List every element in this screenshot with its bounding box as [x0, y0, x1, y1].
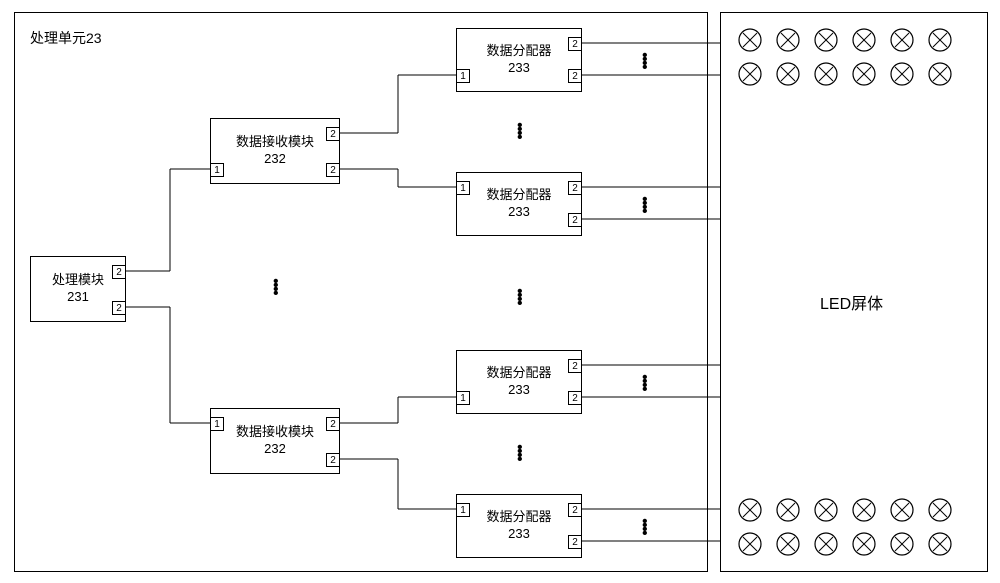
node-rx1: 数据接收模块232 1 2 2 — [210, 118, 340, 184]
port-proc-p2a: 2 — [112, 265, 126, 279]
ellipsis-vertical-icon: •••• — [642, 376, 648, 392]
led-icon — [776, 62, 800, 86]
port-d4-o2: 2 — [568, 535, 582, 549]
led-icon — [738, 28, 762, 52]
port-d2-in: 1 — [456, 181, 470, 195]
ellipsis-vertical-icon: •••• — [642, 198, 648, 214]
port-rx2-o1: 2 — [326, 417, 340, 431]
port-d3-o1: 2 — [568, 359, 582, 373]
led-icon — [890, 532, 914, 556]
led-icon — [928, 498, 952, 522]
node-label: 数据分配器 — [486, 43, 551, 60]
led-icon — [890, 62, 914, 86]
led-icon — [776, 28, 800, 52]
port-d2-o2: 2 — [568, 213, 582, 227]
processing-unit-label: 处理单元23 — [30, 28, 102, 48]
port-d4-o1: 2 — [568, 503, 582, 517]
led-icon — [814, 62, 838, 86]
led-icon — [814, 28, 838, 52]
node-label: 数据分配器 — [486, 365, 551, 382]
ellipsis-vertical-icon: •••• — [517, 124, 523, 140]
node-sublabel: 233 — [508, 526, 530, 543]
led-icon — [776, 498, 800, 522]
port-d3-in: 1 — [456, 391, 470, 405]
ellipsis-vertical-icon: •••• — [642, 520, 648, 536]
led-icon — [738, 498, 762, 522]
led-icon — [852, 28, 876, 52]
port-proc-p2b: 2 — [112, 301, 126, 315]
led-icon — [890, 28, 914, 52]
node-d3: 数据分配器233 1 2 2 — [456, 350, 582, 414]
node-sublabel: 233 — [508, 382, 530, 399]
ellipsis-vertical-icon: •••• — [517, 290, 523, 306]
node-label: 处理模块 — [52, 272, 104, 289]
led-icon — [814, 532, 838, 556]
port-rx2-in: 1 — [210, 417, 224, 431]
ellipsis-vertical-icon: •••• — [517, 446, 523, 462]
led-icon — [738, 62, 762, 86]
node-d2: 数据分配器233 1 2 2 — [456, 172, 582, 236]
led-icon — [852, 498, 876, 522]
node-proc: 处理模块231 2 2 — [30, 256, 126, 322]
led-grid-top — [738, 28, 952, 86]
ellipsis-vertical-icon: •••• — [273, 280, 279, 296]
port-d1-in: 1 — [456, 69, 470, 83]
led-icon — [776, 532, 800, 556]
node-rx2: 数据接收模块232 1 2 2 — [210, 408, 340, 474]
led-icon — [928, 28, 952, 52]
node-sublabel: 233 — [508, 60, 530, 77]
led-icon — [852, 62, 876, 86]
node-label: 数据接收模块 — [236, 424, 314, 441]
led-icon — [928, 62, 952, 86]
port-d1-o1: 2 — [568, 37, 582, 51]
node-sublabel: 232 — [264, 441, 286, 458]
node-d4: 数据分配器233 1 2 2 — [456, 494, 582, 558]
port-rx1-o1: 2 — [326, 127, 340, 141]
node-d1: 数据分配器233 1 2 2 — [456, 28, 582, 92]
port-rx1-in: 1 — [210, 163, 224, 177]
led-icon — [890, 498, 914, 522]
led-grid-bottom — [738, 498, 952, 556]
node-label: 数据接收模块 — [236, 134, 314, 151]
node-label: 数据分配器 — [486, 187, 551, 204]
port-d2-o1: 2 — [568, 181, 582, 195]
led-icon — [738, 532, 762, 556]
node-sublabel: 232 — [264, 151, 286, 168]
led-icon — [852, 532, 876, 556]
port-rx1-o2: 2 — [326, 163, 340, 177]
led-icon — [814, 498, 838, 522]
port-d4-in: 1 — [456, 503, 470, 517]
port-rx2-o2: 2 — [326, 453, 340, 467]
port-d3-o2: 2 — [568, 391, 582, 405]
node-sublabel: 231 — [67, 289, 89, 306]
led-icon — [928, 532, 952, 556]
port-d1-o2: 2 — [568, 69, 582, 83]
led-panel-label: LED屏体 — [820, 290, 883, 314]
ellipsis-vertical-icon: •••• — [642, 54, 648, 70]
node-sublabel: 233 — [508, 204, 530, 221]
node-label: 数据分配器 — [486, 509, 551, 526]
